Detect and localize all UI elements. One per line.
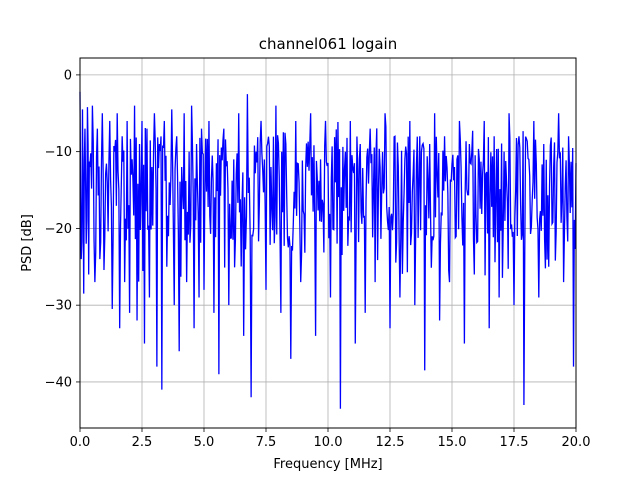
x-tick-label: 20.0 xyxy=(562,435,591,450)
x-tick-label: 2.5 xyxy=(132,435,153,450)
x-tick-label: 15.0 xyxy=(438,435,467,450)
chart-title: channel061 logain xyxy=(259,35,398,53)
y-axis-ticks: 0 −10 −20 −30 −40 xyxy=(45,68,80,390)
x-tick-label: 0.0 xyxy=(70,435,91,450)
x-axis-ticks: 0.0 2.5 5.0 7.5 10.0 12.5 15.0 17.5 20.0 xyxy=(70,428,591,450)
psd-series-line xyxy=(79,91,577,409)
x-tick-label: 12.5 xyxy=(376,435,405,450)
x-axis-label: Frequency [MHz] xyxy=(273,457,382,472)
y-tick-label: −40 xyxy=(45,375,72,390)
x-tick-label: 7.5 xyxy=(256,435,277,450)
y-tick-label: 0 xyxy=(64,68,72,83)
y-tick-label: −20 xyxy=(45,222,72,237)
x-tick-label: 5.0 xyxy=(194,435,215,450)
y-tick-label: −30 xyxy=(45,299,72,314)
series-layer xyxy=(79,91,577,409)
y-axis-label: PSD [dB] xyxy=(20,214,35,272)
y-tick-label: −10 xyxy=(45,145,72,160)
x-tick-label: 17.5 xyxy=(500,435,529,450)
x-tick-label: 10.0 xyxy=(314,435,343,450)
